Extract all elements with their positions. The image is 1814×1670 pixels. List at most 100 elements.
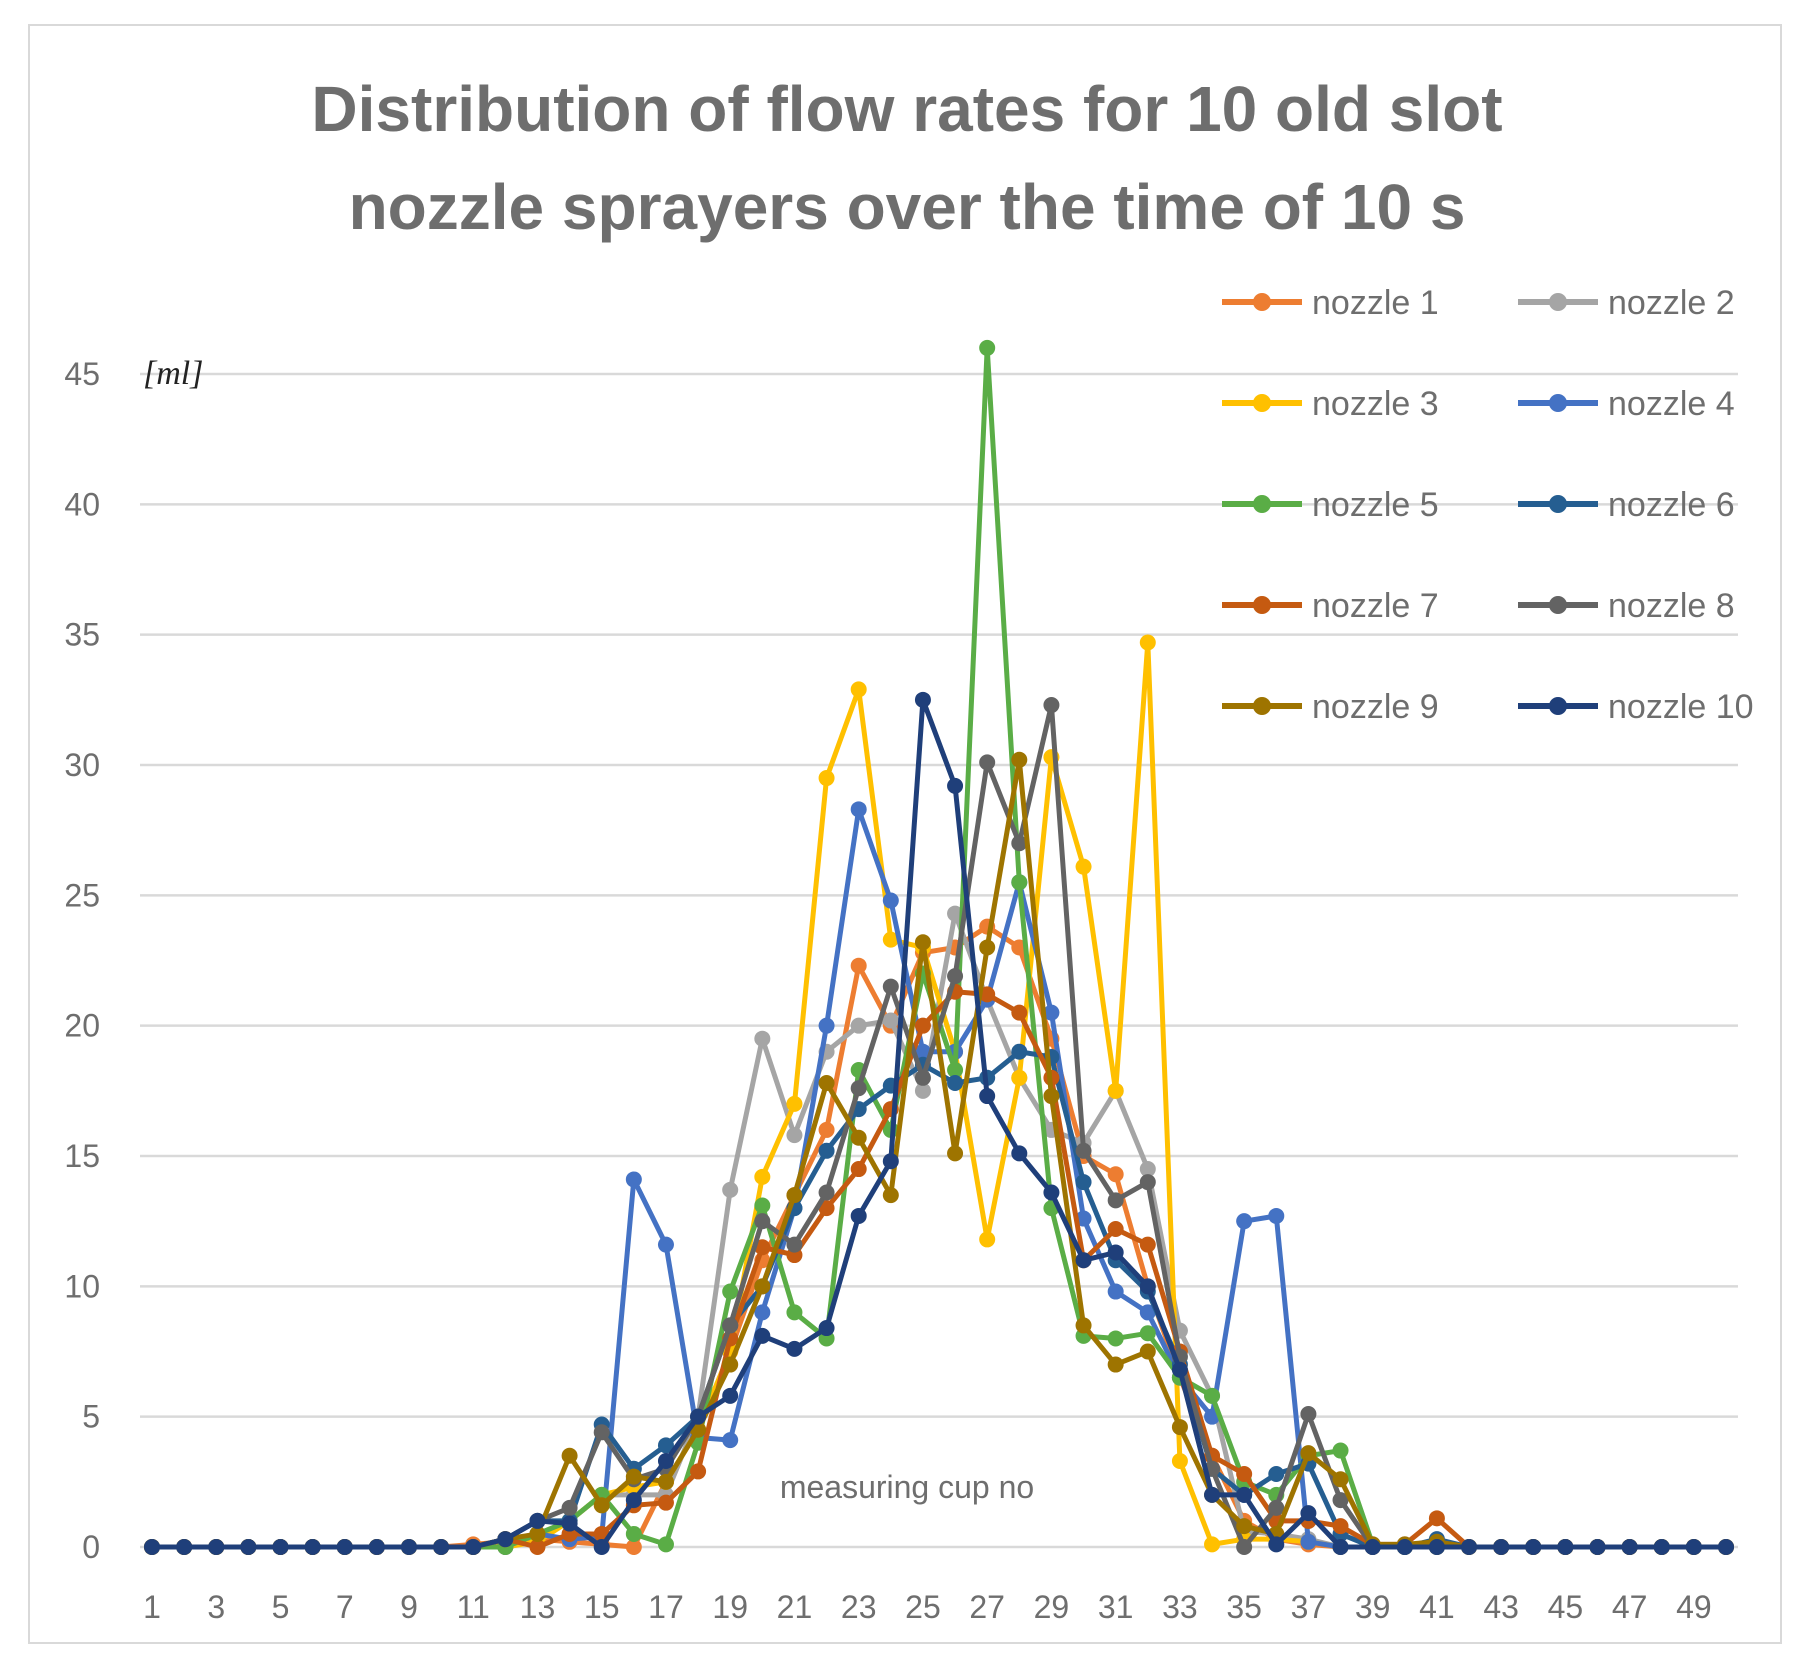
data-point: [882, 1012, 899, 1029]
chart-title: Distribution of flow rates for 10 old sl…: [0, 60, 1814, 256]
data-point: [979, 754, 996, 771]
data-point: [529, 1512, 546, 1529]
legend-marker: [1253, 394, 1271, 412]
data-point: [1525, 1539, 1542, 1555]
data-point: [1043, 697, 1060, 714]
data-point: [1139, 1343, 1156, 1360]
legend-marker: [1253, 293, 1271, 311]
legend: nozzle 1 nozzle 2 nozzle 3 nozzle 4 nozzle 5…: [1222, 284, 1754, 726]
data-point: [240, 1539, 257, 1555]
data-point: [754, 1213, 771, 1230]
data-point: [1011, 1069, 1028, 1086]
data-point: [979, 986, 996, 1003]
x-tick-label: 39: [1355, 1589, 1391, 1625]
data-point: [786, 1304, 803, 1321]
x-axis-label: measuring cup no: [780, 1469, 1034, 1505]
data-point: [1236, 1539, 1253, 1555]
data-point: [722, 1387, 739, 1404]
data-point: [1107, 1192, 1124, 1209]
x-tick-label: 47: [1612, 1589, 1648, 1625]
data-point: [1332, 1518, 1349, 1535]
data-point: [529, 1539, 546, 1555]
data-point: [657, 1473, 674, 1490]
series-line: [152, 639, 1726, 1550]
legend-marker: [1549, 697, 1567, 715]
x-tick-label: 49: [1676, 1589, 1712, 1625]
legend-label: nozzle 1: [1312, 284, 1439, 322]
data-point: [979, 939, 996, 956]
data-point: [818, 1121, 835, 1138]
legend-label: nozzle 7: [1312, 587, 1439, 625]
data-point: [1236, 1486, 1253, 1503]
data-point: [529, 1525, 546, 1542]
data-point: [882, 931, 899, 948]
data-point: [1107, 1220, 1124, 1237]
data-point: [1043, 1088, 1060, 1105]
x-tick-label: 19: [712, 1589, 748, 1625]
data-point: [786, 1187, 803, 1204]
y-tick-label: 30: [64, 747, 100, 783]
legend-label: nozzle 5: [1312, 486, 1439, 524]
data-point: [818, 1184, 835, 1201]
data-point: [1396, 1539, 1413, 1555]
data-point: [1075, 1142, 1092, 1159]
chart-frame: [28, 24, 1782, 1644]
data-point: [593, 1539, 610, 1555]
data-point: [1075, 858, 1092, 875]
data-point: [850, 801, 867, 818]
data-point: [947, 777, 964, 794]
data-point: [882, 1187, 899, 1204]
x-tick-label: 41: [1419, 1589, 1455, 1625]
legend-marker: [1253, 697, 1271, 715]
series-nozzle-8: [144, 697, 1734, 1555]
data-point: [144, 1539, 160, 1555]
data-point: [625, 1525, 642, 1542]
legend-label: nozzle 10: [1608, 688, 1754, 726]
data-point: [304, 1539, 321, 1555]
x-tick-label: 27: [969, 1589, 1005, 1625]
data-point: [1011, 835, 1028, 852]
x-tick-label: 23: [841, 1589, 877, 1625]
x-tick-label: 43: [1483, 1589, 1519, 1625]
data-point: [754, 1278, 771, 1295]
data-point: [1300, 1533, 1317, 1550]
data-point: [625, 1171, 642, 1188]
x-tick-label: 1: [143, 1589, 161, 1625]
y-tick-label: 20: [64, 1008, 100, 1044]
data-point: [1139, 1236, 1156, 1253]
data-point: [690, 1408, 707, 1425]
data-point: [1107, 1244, 1124, 1261]
data-point: [1268, 1207, 1285, 1224]
legend-item: nozzle 7: [1222, 587, 1439, 625]
data-point: [208, 1539, 225, 1555]
data-point: [1139, 634, 1156, 651]
data-point: [1011, 1043, 1028, 1060]
data-point: [1011, 1145, 1028, 1162]
data-point: [1011, 1004, 1028, 1021]
data-point: [1107, 1166, 1124, 1183]
series-line: [152, 757, 1726, 1550]
data-point: [914, 1069, 931, 1086]
data-point: [272, 1539, 289, 1555]
data-point: [722, 1317, 739, 1334]
data-point: [400, 1539, 417, 1555]
data-point: [914, 1082, 931, 1099]
data-point: [1139, 1304, 1156, 1321]
y-tick-label: 0: [82, 1529, 100, 1565]
data-point: [593, 1497, 610, 1514]
data-point: [1268, 1466, 1285, 1483]
x-tick-label: 7: [336, 1589, 354, 1625]
data-point: [850, 681, 867, 698]
data-point: [786, 1127, 803, 1144]
data-point: [850, 1161, 867, 1178]
x-tick-label: 5: [272, 1589, 290, 1625]
data-point: [1011, 751, 1028, 768]
x-tick-label: 37: [1291, 1589, 1327, 1625]
data-point: [1332, 1539, 1349, 1555]
legend-item: nozzle 6: [1518, 486, 1735, 524]
x-tick-label: 25: [905, 1589, 941, 1625]
y-tick-label: 15: [64, 1138, 100, 1174]
y-tick-label: 40: [64, 486, 100, 522]
data-point: [465, 1539, 482, 1555]
